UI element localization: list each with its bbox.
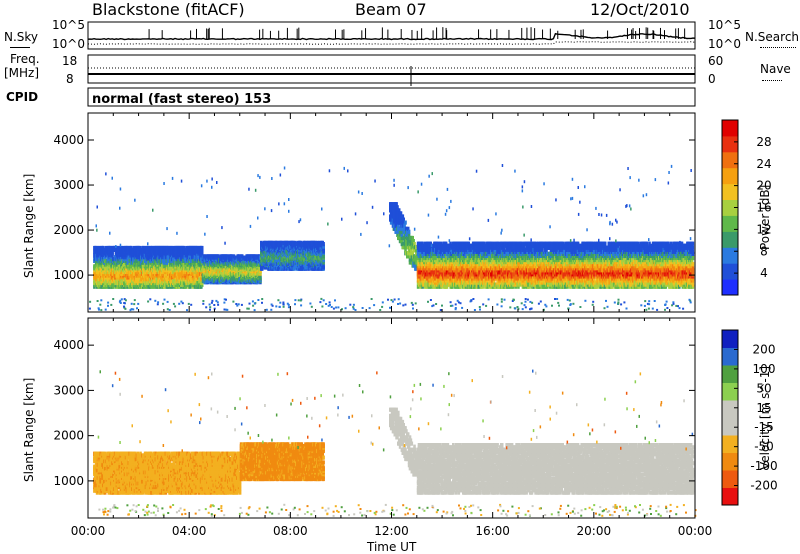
power-panel-cell	[408, 230, 411, 234]
power-panel-cell	[201, 246, 204, 250]
power-panel-cell	[259, 275, 262, 279]
freq-panel-frame	[88, 55, 695, 83]
cpid-panel-frame	[88, 88, 695, 106]
nsearch-line	[88, 42, 695, 44]
noise-panel-frame	[88, 22, 695, 49]
nsky-line	[88, 34, 695, 40]
power-panel-cell	[322, 242, 325, 246]
power-panel-cell	[404, 221, 407, 225]
power-panel-cell	[322, 264, 325, 268]
